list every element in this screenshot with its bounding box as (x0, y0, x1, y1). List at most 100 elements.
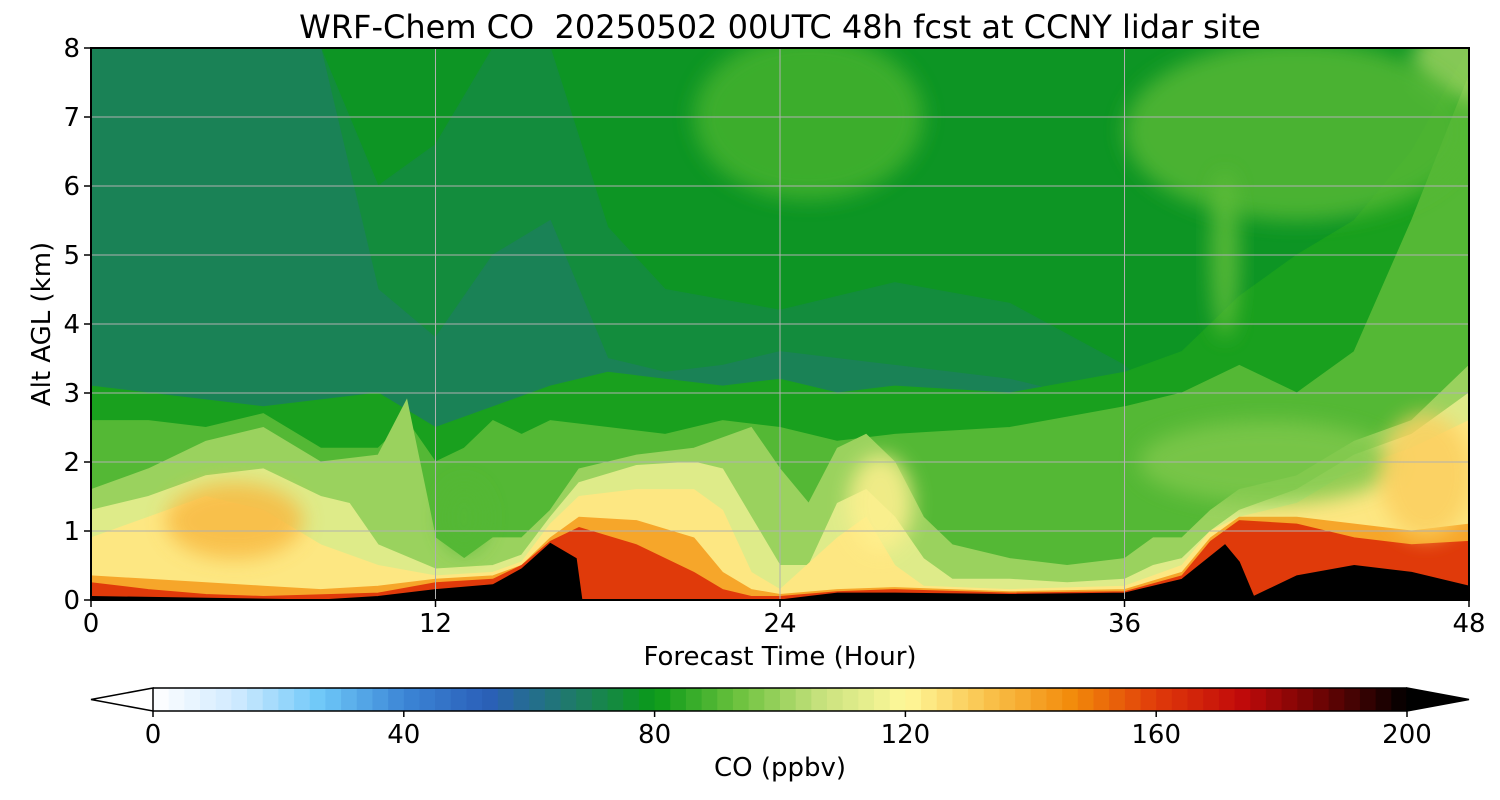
colorbar-segment (325, 688, 342, 711)
colorbar-segment (403, 688, 421, 711)
colorbar-segment (1093, 688, 1110, 711)
colorbar-tick-label: 40 (387, 720, 420, 750)
co-blob-1 (848, 455, 913, 552)
colorbar-segment (889, 688, 906, 711)
x-tick-label: 0 (83, 609, 100, 639)
colorbar-segment (231, 688, 248, 711)
colorbar-segment (764, 688, 781, 711)
colorbar-segment (827, 688, 844, 711)
x-tick-label: 12 (419, 609, 452, 639)
colorbar-segment (1046, 688, 1063, 711)
colorbar-segment (1328, 688, 1345, 711)
colorbar-segment (1344, 688, 1361, 711)
colorbar-segment (1391, 688, 1408, 711)
x-tick-label: 48 (1452, 609, 1485, 639)
co-blob-5 (1411, 48, 1469, 104)
colorbar-segment (654, 688, 671, 711)
co-blob-2 (441, 482, 488, 552)
colorbar-segment (388, 688, 405, 711)
colorbar-segment (262, 688, 279, 711)
colorbar-segment (1312, 688, 1330, 711)
colorbar-segment (482, 688, 499, 711)
colorbar-extend-min (90, 687, 154, 712)
colorbar-segment (999, 688, 1016, 711)
colorbar-segment (1359, 688, 1377, 711)
colorbar-segment (983, 688, 1001, 711)
colorbar-segment (811, 688, 828, 711)
colorbar-segment (874, 688, 891, 711)
y-tick-label: 0 (63, 586, 80, 616)
colorbar-segment (905, 688, 922, 711)
colorbar-segment (435, 688, 452, 711)
colorbar-segment (372, 688, 389, 711)
colorbar-tick-label: 80 (638, 720, 671, 750)
colorbar-segment (1250, 688, 1267, 711)
colorbar-tick-label: 160 (1131, 720, 1181, 750)
colorbar-segment (701, 688, 718, 711)
y-tick-label: 4 (63, 310, 80, 340)
colorbar-segment (607, 688, 624, 711)
colorbar-segment (670, 688, 687, 711)
colorbar-segment (419, 688, 436, 711)
co-blob-6 (693, 48, 924, 200)
colorbar-segment (1171, 688, 1189, 711)
colorbar: 0 40 80 120 160 200 CO (ppbv) (90, 687, 1470, 783)
co-blob-4 (1380, 413, 1469, 538)
colorbar-segment (858, 688, 875, 711)
colorbar-segment (1281, 688, 1298, 711)
colorbar-segment (153, 688, 170, 711)
colorbar-segment (1124, 688, 1142, 711)
colorbar-extend-max (1406, 687, 1470, 712)
colorbar-segment (1297, 688, 1314, 711)
colorbar-segment (247, 688, 264, 711)
colorbar-segment (1203, 688, 1220, 711)
colorbar-segment (560, 688, 577, 711)
colorbar-segment (842, 688, 859, 711)
colorbar-segment (748, 688, 765, 711)
chart-title: WRF-Chem CO 20250502 00UTC 48h fcst at C… (299, 8, 1261, 46)
colorbar-tick-label: 0 (145, 720, 162, 750)
colorbar-segment (795, 688, 812, 711)
colorbar-segment (278, 688, 295, 711)
colorbar-segment (685, 688, 703, 711)
colorbar-label: CO (ppbv) (714, 753, 846, 783)
colorbar-segment (341, 688, 358, 711)
colorbar-segment (1156, 688, 1173, 711)
colorbar-segment (1030, 688, 1048, 711)
y-tick-label: 5 (63, 241, 80, 271)
colorbar-segment (952, 688, 969, 711)
colorbar-segment (1015, 688, 1032, 711)
colorbar-segment (356, 688, 374, 711)
colorbar-segment (936, 688, 954, 711)
co-layer-10 (91, 542, 1469, 600)
colorbar-segment (1077, 688, 1095, 711)
colorbar-segment (466, 688, 483, 711)
colorbar-segment (200, 688, 217, 711)
colorbar-segment (215, 688, 232, 711)
colorbar-segment (513, 688, 530, 711)
colorbar-tick-label: 200 (1382, 720, 1432, 750)
x-tick-label: 36 (1108, 609, 1141, 639)
colorbar-segment (1109, 688, 1126, 711)
colorbar-segment (294, 688, 311, 711)
colorbar-segment (921, 688, 938, 711)
colorbar-segment (184, 688, 201, 711)
y-tick-label: 6 (63, 172, 80, 202)
colorbar-segment (591, 688, 609, 711)
co-blob-7 (1124, 48, 1469, 221)
colorbar-segment (1062, 688, 1079, 711)
co-blob-0 (165, 482, 304, 559)
colorbar-segment (1375, 688, 1392, 711)
colorbar-tick-label: 120 (881, 720, 931, 750)
colorbar-segment (780, 688, 797, 711)
co-field (91, 48, 1469, 600)
colorbar-segment (1265, 688, 1283, 711)
y-tick-label: 1 (63, 517, 80, 547)
colorbar-segment (544, 688, 562, 711)
colorbar-segment (576, 688, 593, 711)
colorbar-segment (732, 688, 750, 711)
colorbar-segment (309, 688, 327, 711)
colorbar-segment (497, 688, 515, 711)
colorbar-segment (717, 688, 734, 711)
